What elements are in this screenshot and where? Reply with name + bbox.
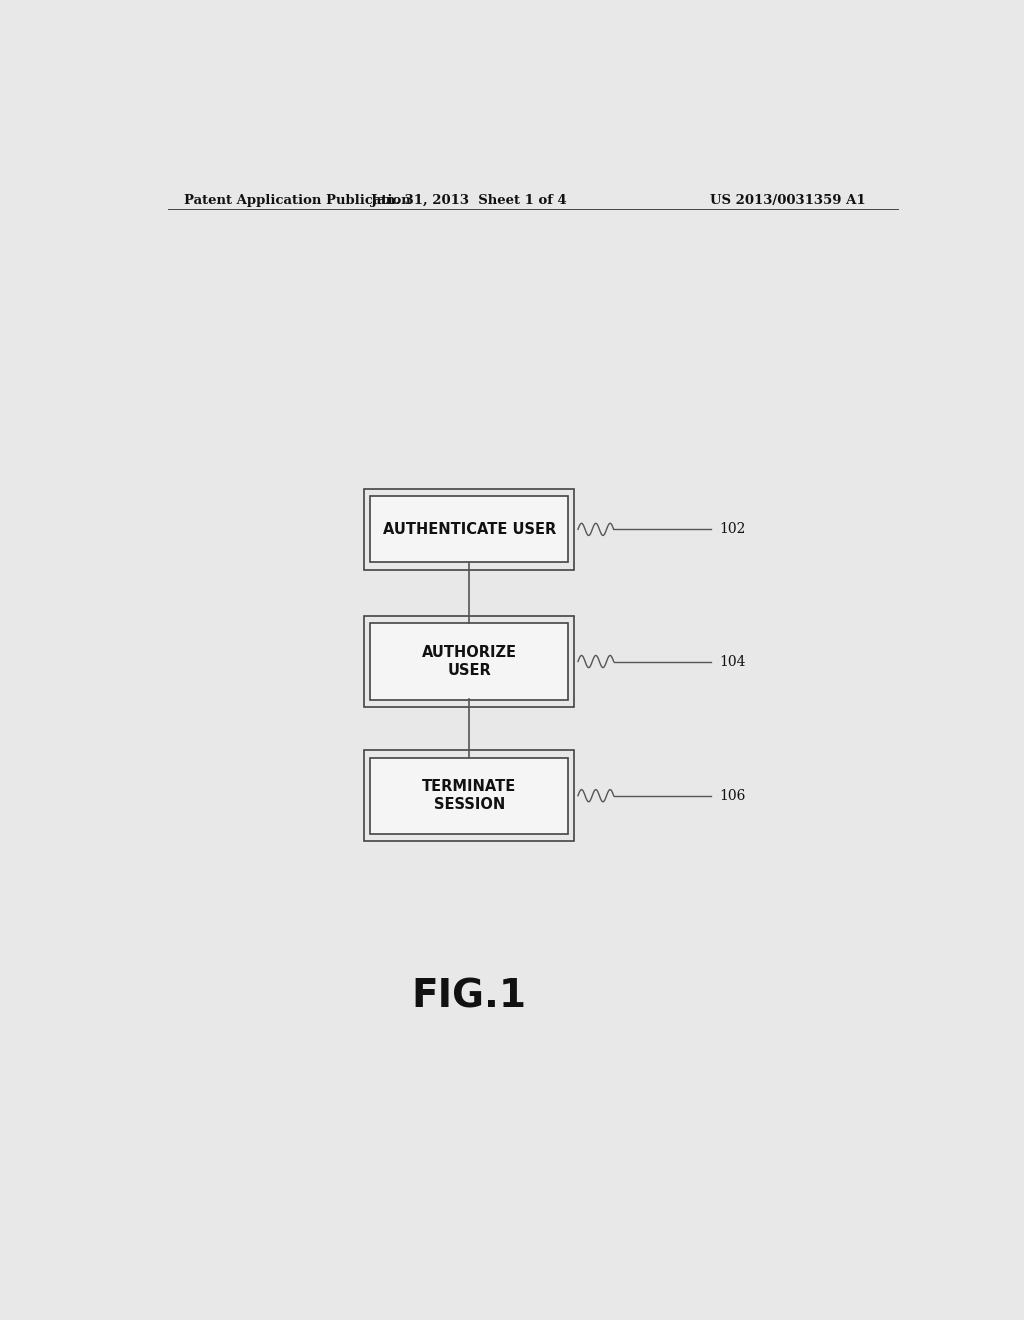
Text: 106: 106 — [719, 788, 745, 803]
Bar — [365, 490, 574, 569]
Text: Jan. 31, 2013  Sheet 1 of 4: Jan. 31, 2013 Sheet 1 of 4 — [372, 194, 567, 207]
Text: 102: 102 — [719, 523, 745, 536]
Text: Patent Application Publication: Patent Application Publication — [183, 194, 411, 207]
Text: FIG.1: FIG.1 — [412, 978, 526, 1016]
Bar — [370, 758, 568, 834]
Bar — [370, 623, 568, 700]
Text: AUTHORIZE
USER: AUTHORIZE USER — [422, 645, 517, 677]
Bar — [365, 616, 574, 706]
Bar — [370, 496, 568, 562]
Bar — [365, 751, 574, 841]
Text: TERMINATE
SESSION: TERMINATE SESSION — [422, 780, 516, 812]
Text: AUTHENTICATE USER: AUTHENTICATE USER — [383, 521, 556, 537]
Text: 104: 104 — [719, 655, 745, 668]
Text: US 2013/0031359 A1: US 2013/0031359 A1 — [711, 194, 866, 207]
